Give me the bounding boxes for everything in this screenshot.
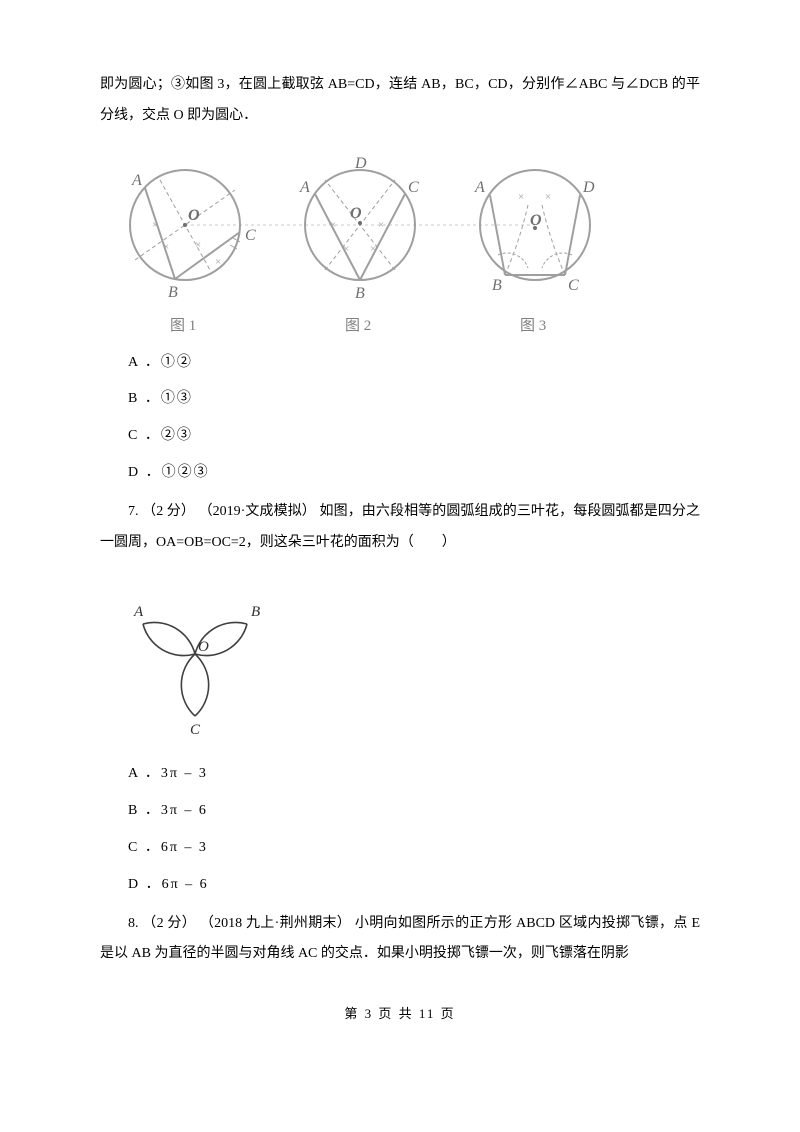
q7-text: 7. （2 分） （2019·文成模拟） 如图，由六段相等的圆弧组成的三叶花，每… — [100, 497, 700, 559]
fig1-caption: 图 1 — [170, 317, 196, 334]
svg-text:×: × — [215, 256, 221, 268]
fig1-B: B — [168, 284, 178, 301]
fig3-caption: 图 3 — [520, 317, 546, 334]
svg-text:×: × — [330, 219, 336, 231]
q7-option-B: B ．3π – 6 — [128, 796, 700, 827]
svg-text:×: × — [370, 243, 376, 255]
trefoil-figure: A B C O — [100, 576, 700, 751]
svg-text:×: × — [518, 191, 524, 203]
fig2-C: C — [408, 179, 419, 196]
fig2-O: O — [350, 205, 362, 222]
q6-option-B: B ．①③ — [128, 384, 700, 415]
fig2-caption: 图 2 — [345, 317, 371, 334]
q6-option-C: C ．②③ — [128, 421, 700, 452]
fig2-A: A — [299, 179, 310, 196]
trefoil-O: O — [198, 639, 209, 655]
page: 即为圆心；③如图 3，在圆上截取弦 AB=CD，连结 AB，BC，CD，分别作∠… — [0, 0, 800, 1069]
intro-paragraph: 即为圆心；③如图 3，在圆上截取弦 AB=CD，连结 AB，BC，CD，分别作∠… — [100, 70, 700, 132]
q7-option-D: D ．6π – 6 — [128, 870, 700, 901]
svg-text:×: × — [545, 191, 551, 203]
svg-text:×: × — [343, 243, 349, 255]
svg-text:×: × — [378, 219, 384, 231]
trefoil-C: C — [190, 722, 201, 738]
q7-option-A: A ．3π – 3 — [128, 759, 700, 790]
fig3-A: A — [474, 179, 485, 196]
trefoil-B: B — [251, 604, 260, 620]
svg-text:×: × — [163, 241, 169, 253]
svg-text:×: × — [195, 239, 201, 251]
q8-text: 8. （2 分） （2018 九上·荆州期末） 小明向如图所示的正方形 ABCD… — [100, 909, 700, 971]
fig1-O: O — [188, 207, 200, 224]
trefoil-A: A — [133, 604, 144, 620]
three-circles-figure: × × × × A B C O 图 1 — [100, 150, 700, 340]
q7-option-C: C ．6π – 3 — [128, 833, 700, 864]
fig1-C: C — [245, 227, 256, 244]
fig2-B: B — [355, 285, 365, 302]
fig3-B: B — [492, 277, 502, 294]
q6-option-D: D ．①②③ — [128, 458, 700, 489]
page-footer: 第 3 页 共 11 页 — [100, 1000, 700, 1029]
q6-option-A: A ．①② — [128, 348, 700, 379]
fig2-D: D — [354, 155, 367, 172]
fig1-A: A — [131, 172, 142, 189]
fig3-D: D — [582, 179, 595, 196]
fig3-C: C — [568, 277, 579, 294]
svg-text:×: × — [152, 219, 158, 231]
